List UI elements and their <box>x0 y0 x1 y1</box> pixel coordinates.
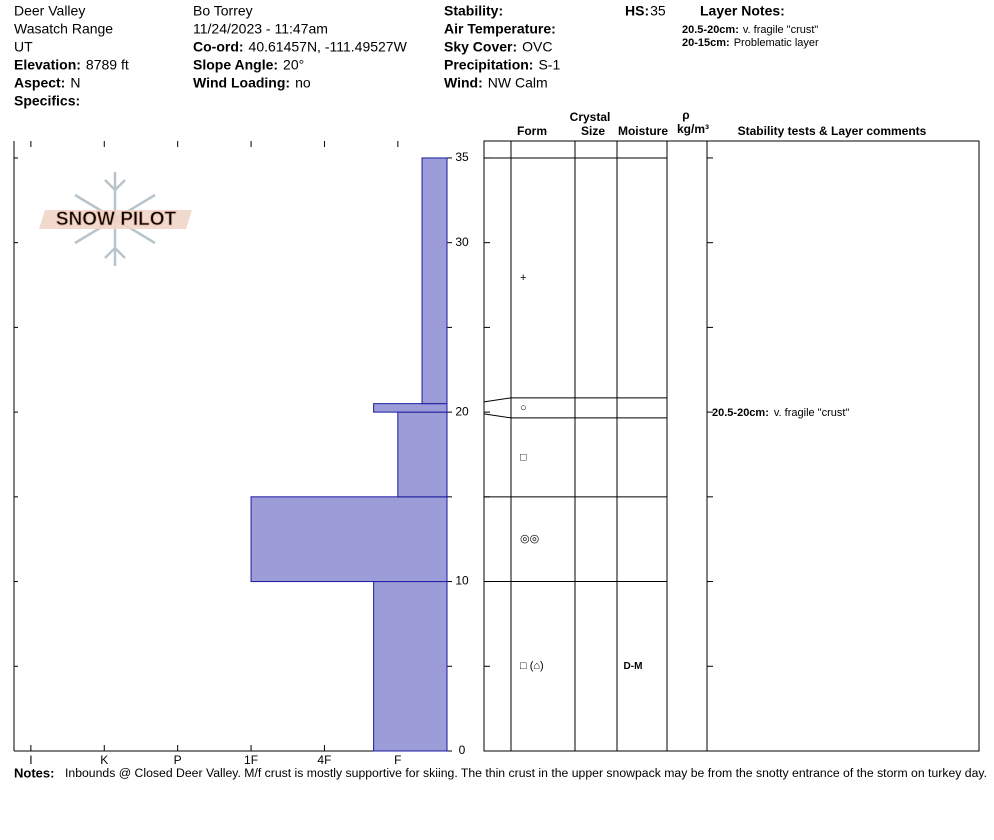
column-header: Form <box>517 124 547 138</box>
field-label: Elevation: <box>14 57 81 73</box>
field-label: Wind Loading: <box>193 75 290 91</box>
field-label: 20-15cm: <box>682 37 730 49</box>
field-value: no <box>295 75 311 91</box>
y-tick-label: 10 <box>455 574 469 588</box>
column-header: Stability tests & Layer comments <box>738 124 927 138</box>
notes-text: Inbounds @ Closed Deer Valley. M/f crust… <box>65 768 987 780</box>
logo: SNOW PILOT <box>39 172 192 266</box>
y-tick-label: 0 <box>459 743 466 757</box>
hardness-bar <box>373 581 448 752</box>
field-value: Problematic layer <box>734 37 819 49</box>
field-label: Air Temperature: <box>444 21 556 37</box>
field-label: HS: <box>625 3 649 19</box>
field-label: Slope Angle: <box>193 57 278 73</box>
column-header: Size <box>581 124 605 138</box>
field-value: v. fragile "crust" <box>774 407 850 419</box>
logo-text: SNOW PILOT <box>56 209 177 230</box>
field-label: Aspect: <box>14 75 65 91</box>
field-label: Stability: <box>444 3 503 19</box>
field-value: NW Calm <box>488 75 548 91</box>
field-value: N <box>70 75 80 91</box>
x-tick-label: 4F <box>317 753 331 767</box>
field-value: 20° <box>283 57 304 73</box>
field-label: 20.5-20cm: <box>712 407 769 419</box>
field-value: Deer Valley <box>14 3 85 19</box>
x-tick-label: 1F <box>244 753 258 767</box>
field-value: 35 <box>650 3 666 19</box>
hardness-bar <box>373 403 448 413</box>
column-header: Crystal <box>570 110 611 124</box>
field-label: Wind: <box>444 75 483 91</box>
layer-table <box>483 140 980 752</box>
field-value: UT <box>14 39 33 55</box>
field-label: Co-ord: <box>193 39 244 55</box>
field-value: OVC <box>522 39 552 55</box>
hardness-bar <box>421 157 448 405</box>
field-value: 40.61457N, -111.49527W <box>249 39 408 55</box>
hardness-bar <box>397 411 448 498</box>
hardness-bar <box>250 496 448 583</box>
field-label: Precipitation: <box>444 57 533 73</box>
field-value: S-1 <box>538 57 560 73</box>
crystal-form: □ (⌂) <box>520 660 544 672</box>
crystal-form: □ <box>520 451 527 463</box>
layer-connector <box>483 397 512 403</box>
x-tick-label: F <box>394 753 401 767</box>
field-label: Sky Cover: <box>444 39 517 55</box>
field-value: 8789 ft <box>86 57 129 73</box>
layer-connector <box>483 413 512 419</box>
field-value: Wasatch Range <box>14 21 113 37</box>
field-label: 20.5-20cm: <box>682 24 739 36</box>
crystal-form: + <box>520 272 526 284</box>
moisture: D-M <box>624 661 643 672</box>
x-tick-label: P <box>174 753 182 767</box>
field-value: Bo Torrey <box>193 3 253 19</box>
crystal-form: ○ <box>520 402 527 414</box>
y-tick-label: 30 <box>455 235 469 249</box>
x-tick-label: I <box>29 753 32 767</box>
column-header: ρ <box>682 108 689 122</box>
layer-notes-title: Layer Notes: <box>700 3 785 19</box>
y-tick-label: 35 <box>455 150 469 164</box>
x-tick-label: K <box>100 753 108 767</box>
field-value: 11/24/2023 - 11:47am <box>193 21 328 37</box>
column-header: Moisture <box>618 124 668 138</box>
column-header: kg/m³ <box>677 122 709 136</box>
field-label: Specifics: <box>14 93 80 109</box>
notes-label: Notes: <box>14 765 54 780</box>
field-value: v. fragile "crust" <box>743 24 819 36</box>
crystal-form: ◎◎ <box>520 533 539 545</box>
y-tick-label: 20 <box>455 404 469 418</box>
